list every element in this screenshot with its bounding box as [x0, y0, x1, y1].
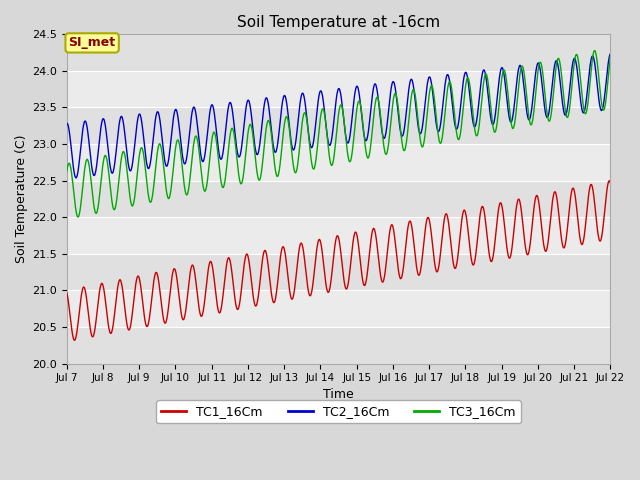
X-axis label: Time: Time — [323, 388, 354, 401]
Bar — [67, 254, 611, 290]
Text: SI_met: SI_met — [68, 36, 116, 49]
Bar — [67, 217, 611, 254]
Legend: TC1_16Cm, TC2_16Cm, TC3_16Cm: TC1_16Cm, TC2_16Cm, TC3_16Cm — [156, 400, 521, 423]
Bar — [67, 180, 611, 217]
Bar — [67, 144, 611, 180]
Title: Soil Temperature at -16cm: Soil Temperature at -16cm — [237, 15, 440, 30]
Bar — [67, 71, 611, 107]
Bar — [67, 290, 611, 327]
Bar — [67, 34, 611, 71]
Bar — [67, 327, 611, 364]
Y-axis label: Soil Temperature (C): Soil Temperature (C) — [15, 134, 28, 263]
Bar — [67, 107, 611, 144]
